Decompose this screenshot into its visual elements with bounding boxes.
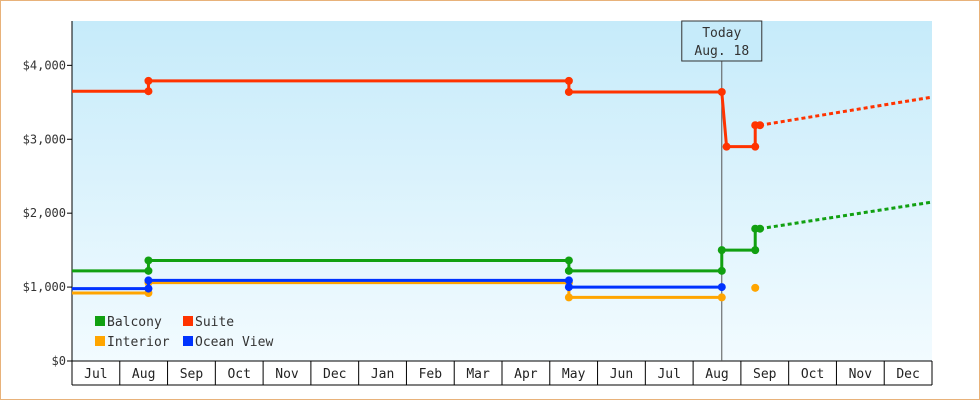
- legend-swatch-interior: [95, 336, 105, 346]
- legend-swatch-balcony: [95, 316, 105, 326]
- legend-label-suite: Suite: [195, 315, 234, 330]
- legend-label-balcony: Balcony: [107, 315, 162, 330]
- x-tick-label: Jun: [610, 367, 633, 382]
- today-label-box: [681, 20, 763, 62]
- series-suite-point: [564, 87, 573, 96]
- series-interior-line: [72, 281, 722, 299]
- y-tick-label: $3,000: [23, 132, 66, 146]
- today-label-line1: Today: [702, 26, 741, 41]
- series-balcony-point: [717, 266, 726, 275]
- x-tick-label: Oct: [227, 367, 250, 382]
- series-suite-point: [144, 76, 153, 85]
- legend-swatch-ocean-view: [183, 336, 193, 346]
- series-suite-point: [751, 142, 760, 151]
- today-label-line2: Aug. 18: [694, 44, 749, 59]
- x-tick-label: Dec: [323, 367, 346, 382]
- y-tick-label: $0: [52, 354, 66, 368]
- x-tick-label: Mar: [466, 367, 490, 382]
- x-tick-label: May: [562, 367, 586, 382]
- series-balcony-point: [144, 256, 153, 265]
- x-tick-label: Jul: [84, 367, 107, 382]
- legend-swatch-suite: [183, 316, 193, 326]
- x-tick-label: Jan: [371, 367, 394, 382]
- legend-label-ocean-view: Ocean View: [195, 335, 273, 350]
- x-tick-label: Dec: [896, 367, 919, 382]
- series-interior-point: [751, 283, 760, 292]
- x-tick-label: Oct: [801, 367, 824, 382]
- series-balcony-point: [756, 224, 764, 233]
- series-balcony-point: [564, 256, 573, 265]
- x-tick-label: Apr: [514, 367, 538, 382]
- x-tick-label: Nov: [275, 367, 299, 382]
- y-tick-label: $1,000: [23, 280, 66, 294]
- series-balcony-line: [72, 227, 760, 273]
- series-suite-point: [756, 121, 764, 130]
- x-tick-label: Aug: [705, 367, 728, 382]
- x-tick-label: Sep: [753, 367, 777, 382]
- series-balcony-point: [717, 246, 726, 255]
- y-tick-label: $2,000: [23, 206, 66, 220]
- series-ocean-view-point: [144, 276, 153, 285]
- series-ocean-view-point: [717, 283, 726, 292]
- x-tick-label: Jul: [657, 367, 680, 382]
- x-tick-label: Feb: [419, 367, 443, 382]
- series-balcony-forecast: [759, 200, 933, 231]
- x-tick-label: Nov: [849, 367, 873, 382]
- series-suite-line: [72, 79, 760, 149]
- series-ocean-view-line: [72, 278, 722, 291]
- y-tick-label: $4,000: [23, 58, 66, 72]
- series-ocean-view-point: [564, 283, 573, 292]
- series-balcony-point: [144, 266, 153, 275]
- series-interior-point: [564, 293, 573, 302]
- plot-area: [72, 21, 932, 361]
- series-balcony-point: [564, 266, 573, 275]
- legend-label-interior: Interior: [107, 335, 170, 350]
- series-interior-point: [717, 293, 726, 302]
- series-suite-point: [564, 76, 573, 85]
- series-ocean-view-point: [564, 276, 573, 285]
- x-tick-label: Aug: [132, 367, 155, 382]
- series-ocean-view-point: [144, 284, 153, 293]
- x-tick-label: Sep: [180, 367, 204, 382]
- series-suite-point: [717, 87, 726, 96]
- series-suite-point: [722, 142, 731, 151]
- series-balcony-point: [751, 246, 760, 255]
- series-suite-forecast: [759, 95, 933, 127]
- series-suite-point: [144, 87, 153, 96]
